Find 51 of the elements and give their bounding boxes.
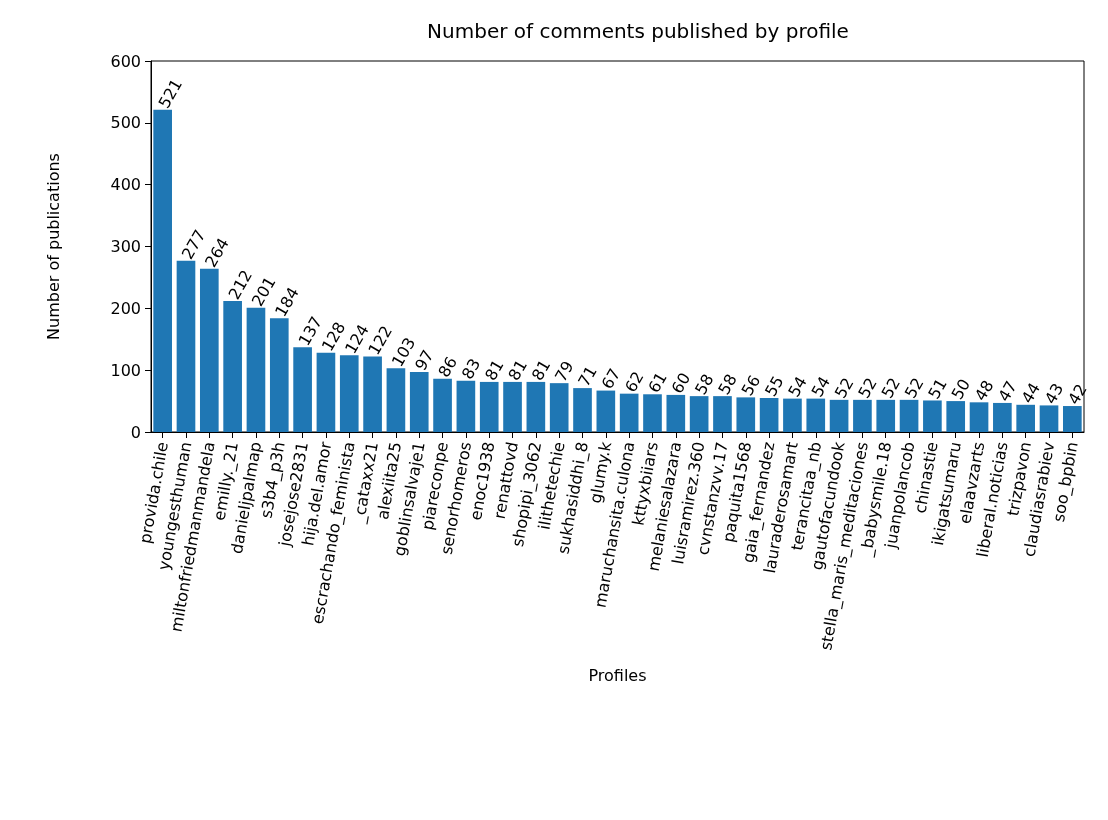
bar	[829, 399, 849, 432]
bar	[339, 355, 359, 432]
bar	[666, 394, 686, 432]
bar	[736, 397, 756, 432]
bar	[1016, 404, 1036, 432]
y-tick-label: 100	[110, 360, 141, 380]
y-axis-title: Number of publications	[43, 153, 63, 340]
bar	[199, 268, 219, 432]
y-tick-label: 500	[110, 113, 141, 133]
bar	[386, 368, 406, 432]
bar	[269, 318, 289, 432]
bar	[316, 352, 336, 432]
bar	[1039, 405, 1059, 432]
bar	[246, 307, 266, 432]
y-tick-label: 300	[110, 237, 141, 256]
bar	[153, 109, 172, 432]
bar	[643, 394, 662, 432]
y-tick-label: 400	[110, 175, 141, 195]
bar	[899, 399, 919, 432]
bar	[456, 380, 476, 432]
bar	[969, 402, 989, 432]
bar	[946, 401, 966, 432]
bar	[549, 383, 569, 432]
bar	[853, 399, 872, 432]
bar	[689, 396, 709, 432]
bar	[176, 260, 196, 432]
bar	[433, 378, 452, 432]
bar	[479, 381, 499, 432]
bar	[619, 393, 639, 432]
y-tick-label: 600	[110, 51, 141, 71]
bar	[806, 398, 826, 432]
bar	[923, 400, 942, 432]
chart-title: Number of comments published by profile	[427, 19, 849, 43]
bar	[596, 390, 616, 432]
bar	[526, 381, 546, 432]
bar	[713, 396, 732, 432]
bar	[993, 402, 1012, 432]
y-tick-label: 200	[110, 298, 141, 318]
x-axis-title: Profiles	[588, 665, 647, 685]
bar	[876, 399, 896, 432]
bar	[783, 398, 802, 432]
data-label: 521	[154, 75, 187, 112]
bar	[293, 347, 312, 432]
bar	[363, 356, 382, 432]
bar	[759, 397, 779, 432]
bar	[573, 388, 592, 432]
bar	[503, 381, 522, 432]
bar	[223, 300, 242, 432]
bar	[409, 372, 429, 432]
y-tick-label: 0	[130, 422, 141, 442]
bar	[1063, 406, 1082, 432]
